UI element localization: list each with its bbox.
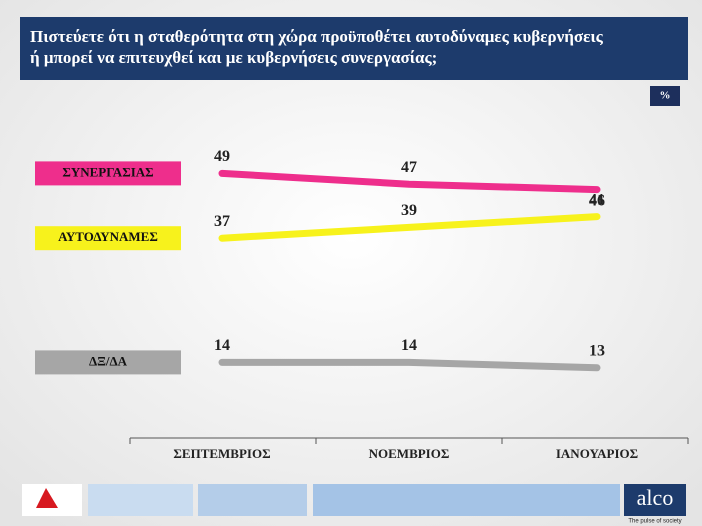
unit-badge: %	[660, 90, 671, 102]
data-label: 37	[214, 213, 230, 230]
legend-label: ΣΥΝΕΡΓΑΣΙΑΣ	[62, 164, 153, 179]
data-label: 14	[401, 337, 417, 354]
legend-label: ΔΞ/ΔΑ	[89, 353, 128, 368]
footer-band	[88, 484, 193, 516]
data-label: 41	[589, 191, 605, 208]
data-label: 39	[401, 202, 417, 219]
legend-box	[35, 161, 181, 186]
tagline: The pulse of society	[628, 519, 681, 525]
footer-band	[313, 484, 620, 516]
data-label: 14	[214, 337, 230, 354]
x-tick-label: ΣΕΠΤΕΜΒΡΙΟΣ	[173, 446, 270, 461]
brand-box	[624, 484, 686, 516]
series-line	[218, 358, 601, 372]
data-label: 46	[589, 192, 605, 209]
brand: alco	[637, 485, 674, 510]
data-label: 47	[401, 159, 417, 176]
unit-badge-box	[650, 86, 680, 106]
legend-box	[35, 350, 181, 375]
logo-icon	[36, 488, 58, 508]
x-tick-label: ΙΑΝΟΥΑΡΙΟΣ	[556, 446, 638, 461]
series-line	[218, 213, 601, 242]
footer-band	[198, 484, 307, 516]
data-label: 13	[589, 342, 605, 359]
legend-label: ΑΥΤΟΔΥΝΑΜΕΣ	[58, 229, 158, 244]
legend-box	[35, 226, 181, 251]
chart-subtitle: ή μπορεί να επιτευχθεί και με κυβερνήσει…	[30, 48, 437, 67]
x-tick-label: ΝΟΕΜΒΡΙΟΣ	[369, 446, 450, 461]
series-line	[218, 169, 601, 194]
chart-title: Πιστεύετε ότι η σταθερότητα στη χώρα προ…	[30, 27, 604, 46]
header	[20, 17, 688, 80]
data-label: 49	[214, 148, 230, 165]
